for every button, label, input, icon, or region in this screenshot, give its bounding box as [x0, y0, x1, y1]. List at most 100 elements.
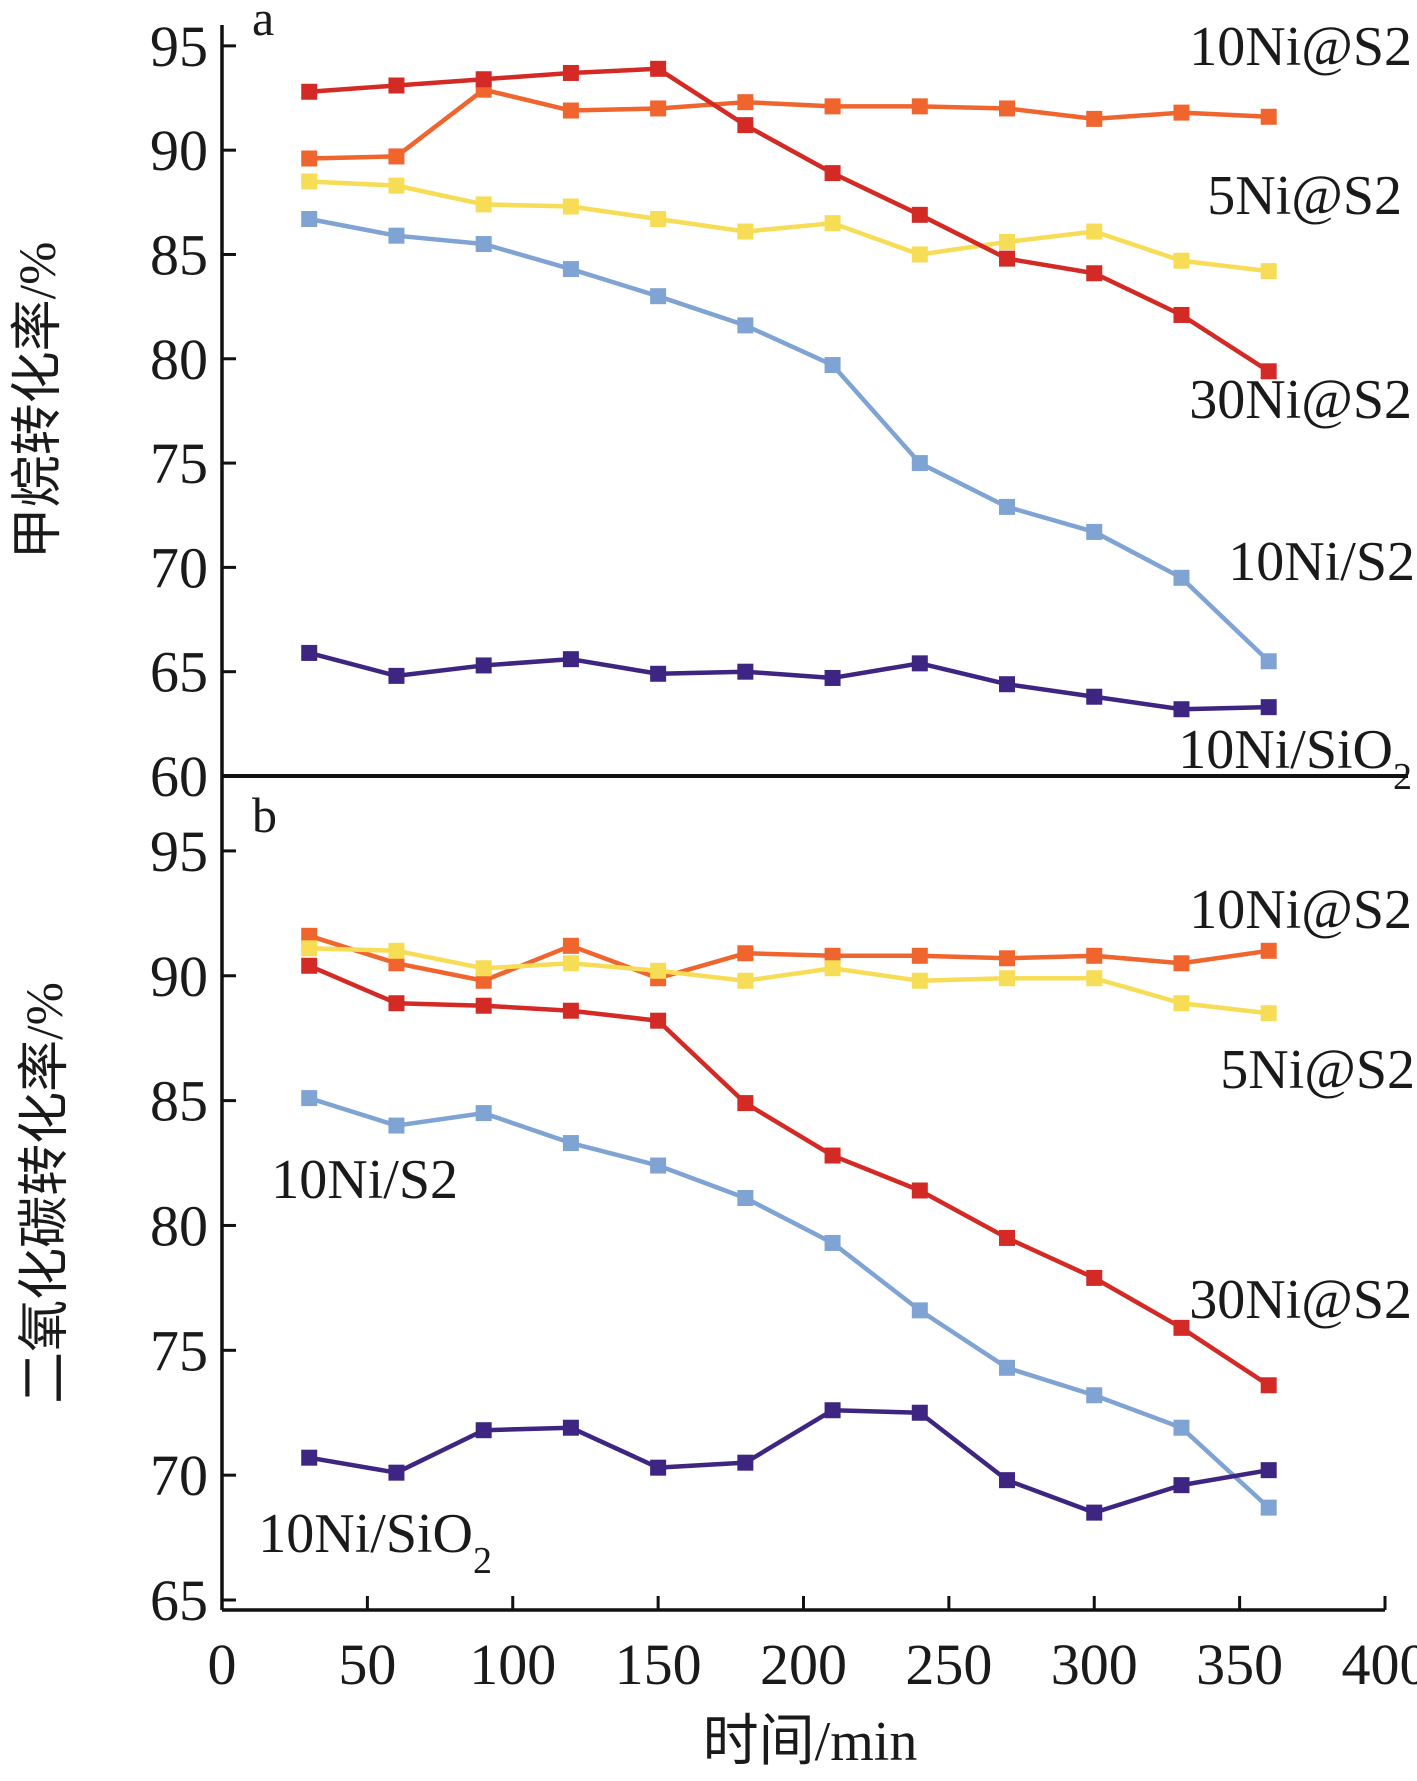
data-point	[737, 664, 753, 680]
x-tick-label: 0	[208, 1632, 237, 1697]
data-point	[1086, 1270, 1102, 1286]
data-point	[1086, 224, 1102, 240]
data-point	[999, 676, 1015, 692]
data-point	[1086, 1505, 1102, 1521]
data-point	[737, 945, 753, 961]
data-point	[1173, 105, 1189, 121]
y-tick-label: 60	[150, 744, 208, 809]
data-point	[1261, 653, 1277, 669]
data-point	[1086, 265, 1102, 281]
data-point	[1086, 111, 1102, 127]
data-point	[563, 103, 579, 119]
data-point	[1173, 955, 1189, 971]
data-point	[825, 98, 841, 114]
data-point	[825, 960, 841, 976]
data-point	[1173, 307, 1189, 323]
data-point	[737, 117, 753, 133]
series-30ni-s2: 30Ni@S2	[301, 958, 1412, 1393]
data-point	[476, 236, 492, 252]
y-tick-label: 75	[150, 1318, 208, 1383]
data-point	[999, 234, 1015, 250]
data-point	[650, 61, 666, 77]
data-point	[388, 668, 404, 684]
data-point	[1086, 1387, 1102, 1403]
data-point	[476, 657, 492, 673]
y-tick-label: 90	[150, 118, 208, 183]
x-tick-label: 350	[1196, 1632, 1283, 1697]
data-point	[388, 178, 404, 194]
data-point	[912, 655, 928, 671]
data-point	[650, 288, 666, 304]
data-point	[563, 1003, 579, 1019]
series-label: 10Ni@S2	[1189, 16, 1412, 78]
data-point	[999, 100, 1015, 116]
data-point	[476, 998, 492, 1014]
data-point	[563, 261, 579, 277]
data-point	[1261, 699, 1277, 715]
series-label: 10Ni@S2	[1189, 879, 1412, 941]
y-tick-label: 65	[150, 640, 208, 705]
x-tick-label: 300	[1051, 1632, 1138, 1697]
data-point	[301, 211, 317, 227]
series-label: 10Ni/S2	[271, 1149, 458, 1211]
data-point	[650, 1013, 666, 1029]
series-label: 10Ni/SiO2	[258, 1503, 492, 1582]
data-point	[1173, 253, 1189, 269]
data-point	[388, 148, 404, 164]
y-axis-title: 甲烷转化率/%	[10, 242, 67, 560]
y-tick-label: 80	[150, 327, 208, 392]
data-point	[1173, 995, 1189, 1011]
data-point	[563, 65, 579, 81]
panel-label: a	[252, 0, 274, 46]
series-10ni-s2: 10Ni/S2	[301, 211, 1415, 669]
data-point	[1261, 1462, 1277, 1478]
data-point	[912, 948, 928, 964]
data-point	[1173, 1420, 1189, 1436]
data-point	[737, 317, 753, 333]
data-point	[912, 1405, 928, 1421]
y-tick-label: 70	[150, 535, 208, 600]
y-tick-label: 95	[150, 819, 208, 884]
data-point	[912, 1183, 928, 1199]
panel-b: 95908580757065b二氧化碳转化率/%10Ni@S25Ni@S230N…	[17, 776, 1415, 1633]
data-point	[388, 1118, 404, 1134]
data-point	[301, 84, 317, 100]
y-tick-label: 70	[150, 1443, 208, 1508]
data-point	[388, 943, 404, 959]
data-point	[999, 1360, 1015, 1376]
data-point	[825, 165, 841, 181]
data-point	[301, 173, 317, 189]
series-10ni-sio: 10Ni/SiO2	[258, 1402, 1276, 1582]
data-point	[388, 77, 404, 93]
data-point	[825, 1402, 841, 1418]
panel-label: b	[252, 787, 277, 843]
x-tick-label: 100	[469, 1632, 556, 1697]
data-point	[912, 98, 928, 114]
x-axis-title: 时间/min	[703, 1711, 918, 1773]
x-tick-label: 200	[760, 1632, 847, 1697]
data-point	[563, 938, 579, 954]
y-tick-label: 90	[150, 944, 208, 1009]
series-5ni-s2: 5Ni@S2	[301, 940, 1415, 1101]
data-point	[388, 995, 404, 1011]
data-point	[301, 1090, 317, 1106]
y-tick-label: 75	[150, 431, 208, 496]
y-axis-title: 二氧化碳转化率/%	[17, 982, 74, 1404]
data-point	[476, 196, 492, 212]
data-point	[388, 1465, 404, 1481]
data-point	[1261, 1005, 1277, 1021]
x-tick-label: 150	[615, 1632, 702, 1697]
data-point	[1173, 1320, 1189, 1336]
data-point	[1261, 1377, 1277, 1393]
data-point	[999, 1472, 1015, 1488]
data-point	[476, 1105, 492, 1121]
data-point	[912, 455, 928, 471]
data-point	[301, 151, 317, 167]
data-point	[912, 973, 928, 989]
data-point	[825, 215, 841, 231]
series-10ni-s2: 10Ni@S2	[301, 16, 1412, 167]
y-tick-label: 85	[150, 222, 208, 287]
data-point	[912, 1302, 928, 1318]
data-point	[737, 973, 753, 989]
